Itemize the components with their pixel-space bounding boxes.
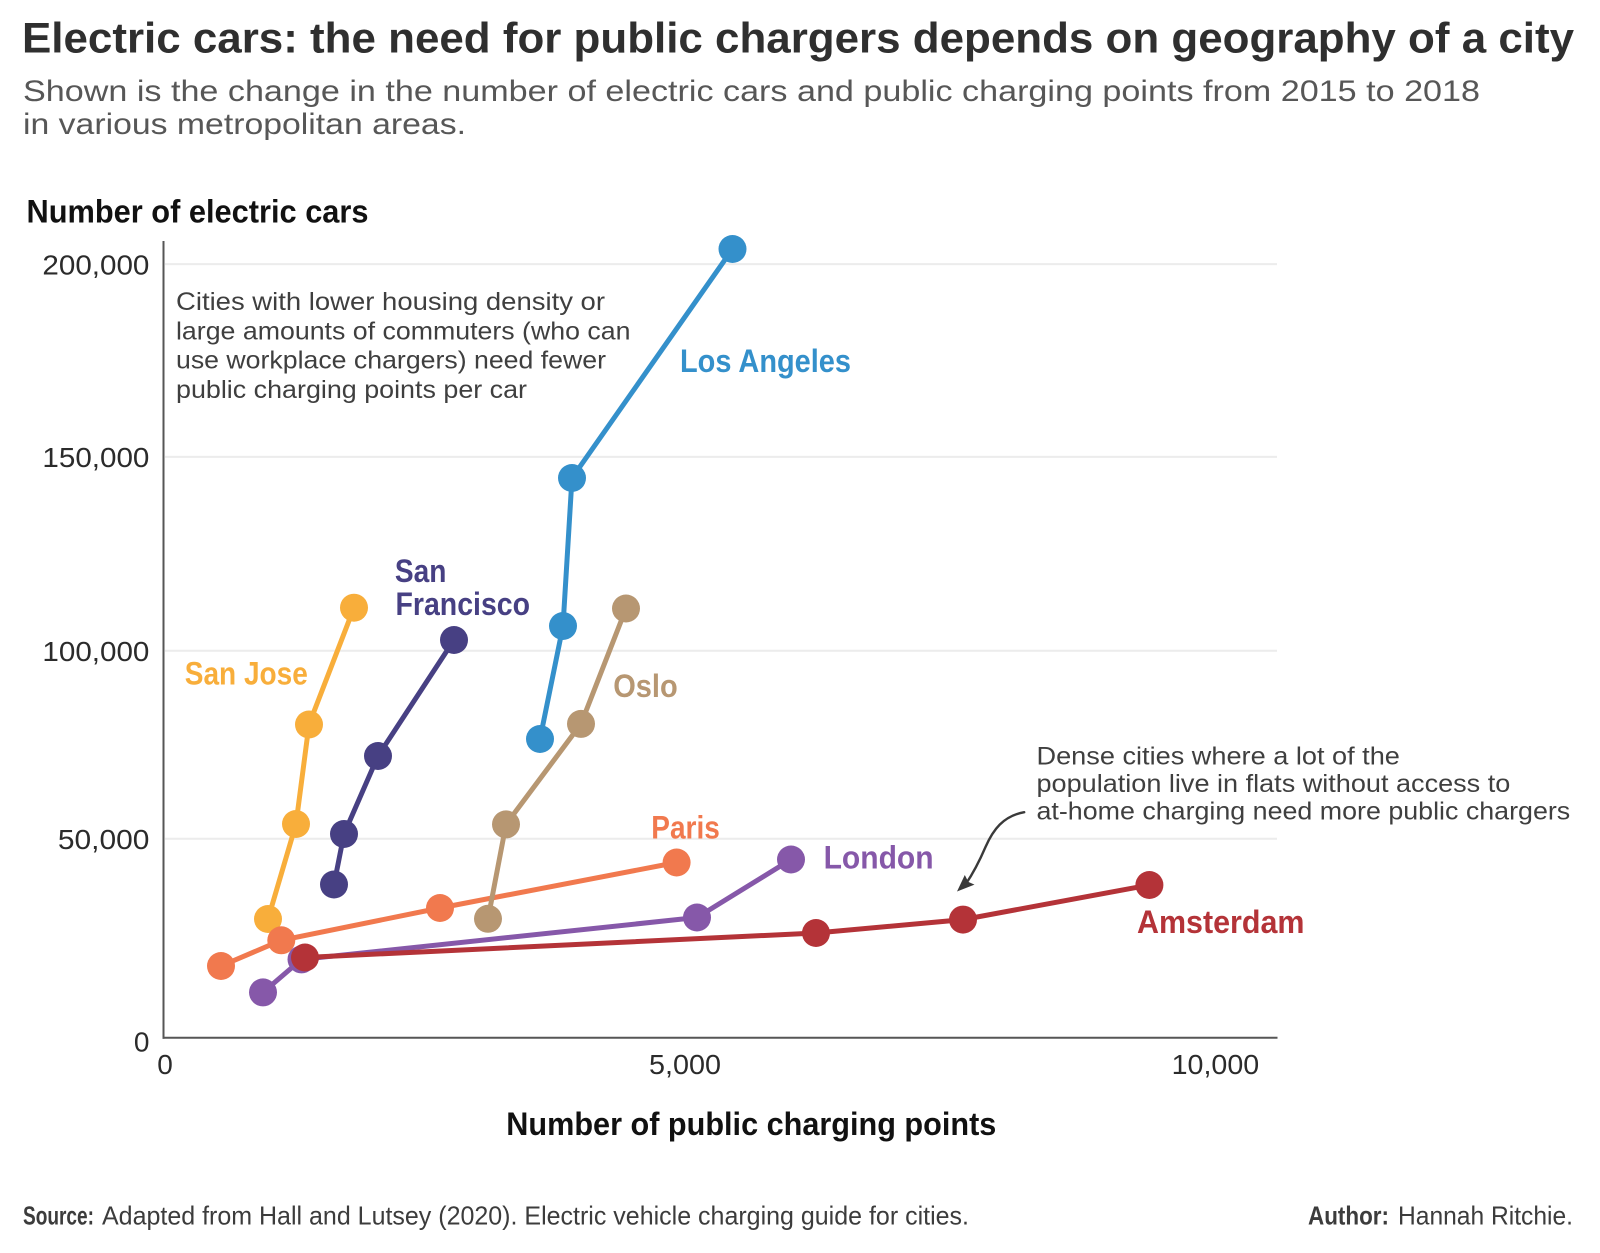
svg-text:100,000: 100,000: [42, 636, 149, 667]
svg-text:Electric cars: the need for pu: Electric cars: the need for public charg…: [22, 15, 1574, 63]
svg-text:5,000: 5,000: [649, 1049, 721, 1080]
svg-text:Number of electric cars: Number of electric cars: [27, 194, 369, 230]
svg-text:population live in flats witho: population live in flats without access …: [1037, 770, 1511, 798]
svg-text:Shown is the change in the num: Shown is the change in the number of ele…: [23, 75, 1480, 108]
svg-text:Hannah Ritchie.: Hannah Ritchie.: [1398, 1201, 1573, 1231]
svg-text:0: 0: [157, 1049, 173, 1080]
svg-text:Francisco: Francisco: [396, 586, 531, 622]
svg-text:London: London: [824, 840, 934, 876]
svg-text:large amounts of commuters (wh: large amounts of commuters (who can: [176, 317, 631, 345]
svg-text:Dense cities where a lot of th: Dense cities where a lot of the: [1037, 743, 1400, 771]
svg-text:use workplace chargers) need f: use workplace chargers) need fewer: [176, 347, 606, 375]
svg-text:10,000: 10,000: [1172, 1049, 1260, 1080]
svg-text:150,000: 150,000: [42, 442, 149, 473]
svg-text:50,000: 50,000: [58, 824, 150, 855]
svg-text:Paris: Paris: [651, 810, 720, 846]
svg-text:Amsterdam: Amsterdam: [1137, 904, 1305, 940]
svg-text:Number of public charging poin: Number of public charging points: [506, 1106, 996, 1142]
svg-text:at-home charging need more pub: at-home charging need more public charge…: [1037, 798, 1571, 826]
svg-text:public charging points per car: public charging points per car: [176, 376, 527, 404]
svg-text:Oslo: Oslo: [613, 668, 678, 704]
svg-text:0: 0: [134, 1027, 150, 1058]
svg-text:Adapted from Hall and Lutsey (: Adapted from Hall and Lutsey (2020). Ele…: [102, 1201, 969, 1231]
svg-text:San: San: [395, 553, 447, 589]
svg-text:200,000: 200,000: [42, 249, 149, 280]
svg-text:in various metropolitan areas.: in various metropolitan areas.: [23, 108, 466, 141]
svg-text:Author:: Author:: [1308, 1201, 1389, 1231]
svg-text:Los Angeles: Los Angeles: [680, 343, 851, 379]
svg-text:San Jose: San Jose: [185, 656, 308, 692]
svg-text:Source:: Source:: [23, 1201, 94, 1231]
svg-text:Cities with lower housing dens: Cities with lower housing density or: [176, 288, 605, 316]
